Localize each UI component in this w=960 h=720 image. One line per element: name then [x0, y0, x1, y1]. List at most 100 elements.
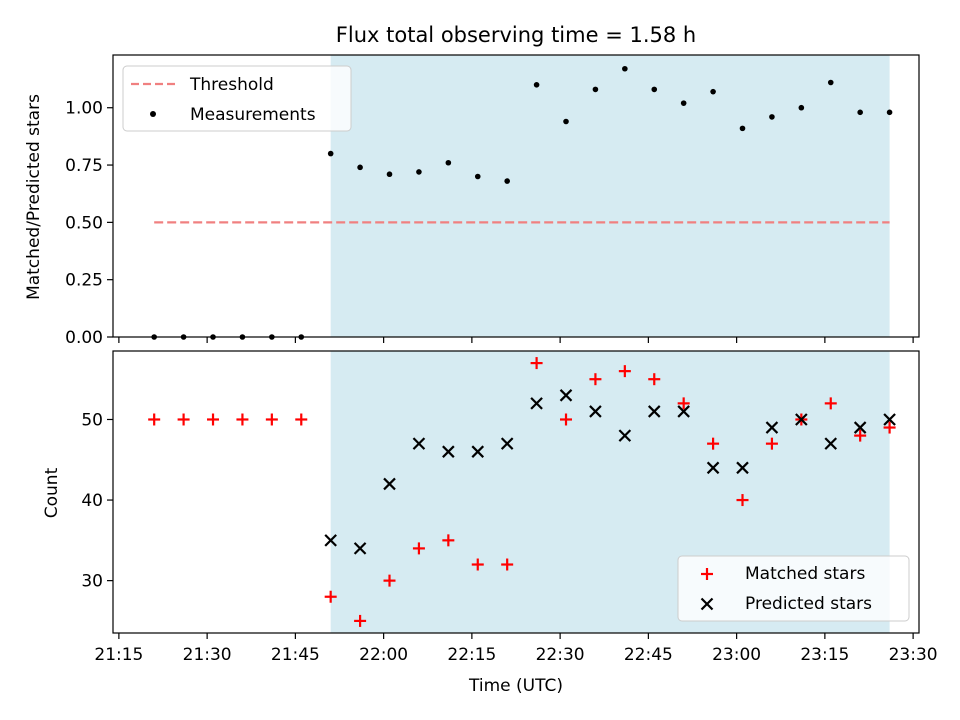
x-stroke-b	[618, 429, 632, 442]
predicted-star-point	[383, 477, 396, 491]
count-y-tick-label: 50	[81, 410, 103, 430]
ratio-y-tick-label: 0.50	[65, 213, 103, 233]
time-x-tick-label: 23:30	[889, 645, 938, 665]
matched-star-point	[383, 574, 396, 587]
x-stroke-b	[383, 477, 396, 491]
legend-matched-label: Matched stars	[745, 564, 865, 584]
matched-star-point	[707, 437, 720, 450]
x-stroke-b	[412, 437, 426, 450]
measurement-point	[827, 79, 834, 86]
predicted-star-point	[795, 413, 808, 426]
x-stroke-b	[442, 445, 455, 458]
predicted-star-point	[442, 445, 455, 458]
ratio-x-ticks	[118, 337, 914, 343]
x-axis-label: Time (UTC)	[468, 676, 563, 696]
matched-star-point	[677, 397, 690, 410]
count-legend-box	[677, 555, 910, 622]
legend-plus-marker	[701, 568, 713, 580]
matched-star-point	[236, 413, 249, 426]
ratio-y-tick-label: 0.25	[65, 271, 103, 291]
predicted-star-point	[677, 405, 690, 418]
legend-measurement-swatch	[150, 111, 156, 117]
measurement-point	[651, 86, 658, 93]
predicted-star-point	[736, 461, 749, 475]
matched-star-point	[854, 429, 867, 442]
x-stroke-b	[530, 397, 543, 410]
legend-x-marker	[700, 597, 714, 611]
x-stroke-b	[853, 421, 867, 434]
matched-star-point	[354, 614, 367, 627]
time-x-tick-label: 21:30	[183, 645, 232, 665]
count-y-axis-label: Count	[42, 467, 62, 518]
ratio-y-tick-label: 0.75	[65, 156, 103, 176]
measurement-point	[533, 82, 540, 88]
predicted-star-point	[647, 405, 661, 418]
measurement-point	[327, 150, 334, 157]
measurement-points	[151, 65, 893, 340]
x-stroke-b	[353, 542, 367, 555]
count-y-ticks: 30 40 50	[81, 410, 113, 592]
matched-star-point	[530, 357, 543, 370]
x-stroke-b	[589, 405, 602, 418]
matched-star-point	[648, 373, 661, 386]
predicted-star-point	[618, 429, 632, 442]
predicted-star-point	[324, 534, 337, 547]
time-x-tick-label: 21:45	[271, 645, 320, 665]
time-x-tick-label: 22:45	[624, 645, 673, 665]
predicted-star-point	[412, 437, 426, 450]
measurement-point	[886, 109, 893, 116]
predicted-star-point	[706, 461, 720, 475]
x-stroke-b	[824, 437, 838, 450]
measurement-point	[798, 104, 805, 111]
matched-star-point	[560, 413, 573, 426]
count-plot-frame	[112, 350, 920, 634]
x-stroke-b	[559, 389, 573, 402]
ratio-panel: 0.00 0.25 0.50 0.75 1.00 Matched/Predicted s…	[24, 54, 920, 348]
x-stroke-b	[647, 405, 661, 418]
time-x-ticks: 21:15 21:30 21:45 22:00 22:15 22:30 22:45 23:00…	[94, 633, 938, 665]
predicted-star-point	[824, 437, 838, 450]
measurement-point	[592, 86, 599, 93]
time-x-tick-label: 21:15	[94, 645, 143, 665]
x-stroke-b	[324, 534, 337, 547]
matched-star-point	[883, 421, 896, 434]
count-y-tick-label: 40	[81, 491, 103, 511]
x-stroke-b	[471, 445, 485, 458]
measurement-point	[445, 159, 452, 166]
matched-star-point	[412, 542, 425, 555]
predicted-star-point	[500, 437, 514, 450]
time-x-tick-label: 23:00	[712, 645, 761, 665]
predicted-star-point	[530, 397, 543, 410]
measurement-point	[386, 171, 393, 178]
count-legend: Matched stars Predicted stars	[677, 555, 910, 622]
x-stroke-b	[677, 405, 690, 418]
count-panel: 30 40 50 21:15 21:30 21:45 22:00 22:15 22:30 22:…	[42, 350, 938, 696]
count-y-tick-label: 30	[81, 572, 103, 592]
observing-span-top	[330, 55, 890, 337]
x-stroke-b	[883, 413, 896, 426]
legend-measurements-label: Measurements	[190, 105, 316, 125]
matched-star-point	[589, 373, 602, 386]
matched-star-point	[177, 413, 190, 426]
predicted-star-points	[324, 389, 896, 555]
ratio-legend: Threshold Measurements	[122, 65, 352, 132]
ratio-y-axis-label: Matched/Predicted stars	[24, 94, 44, 300]
x-stroke-b	[795, 413, 808, 426]
predicted-star-point	[765, 421, 779, 434]
x-stroke-b	[706, 461, 720, 475]
time-x-tick-label: 22:30	[536, 645, 585, 665]
measurement-point	[357, 164, 363, 171]
ratio-y-tick-label: 1.00	[65, 99, 103, 119]
x-stroke-b	[736, 461, 749, 475]
measurement-point	[710, 88, 716, 95]
measurement-point	[474, 173, 481, 180]
predicted-star-point	[853, 421, 867, 434]
predicted-star-point	[353, 542, 367, 555]
ratio-legend-box	[122, 65, 352, 132]
ratio-plot-frame	[112, 54, 920, 338]
legend-predicted-label: Predicted stars	[745, 594, 872, 614]
measurement-point	[563, 118, 569, 125]
measurement-point	[504, 178, 510, 184]
matched-star-points	[148, 357, 896, 627]
